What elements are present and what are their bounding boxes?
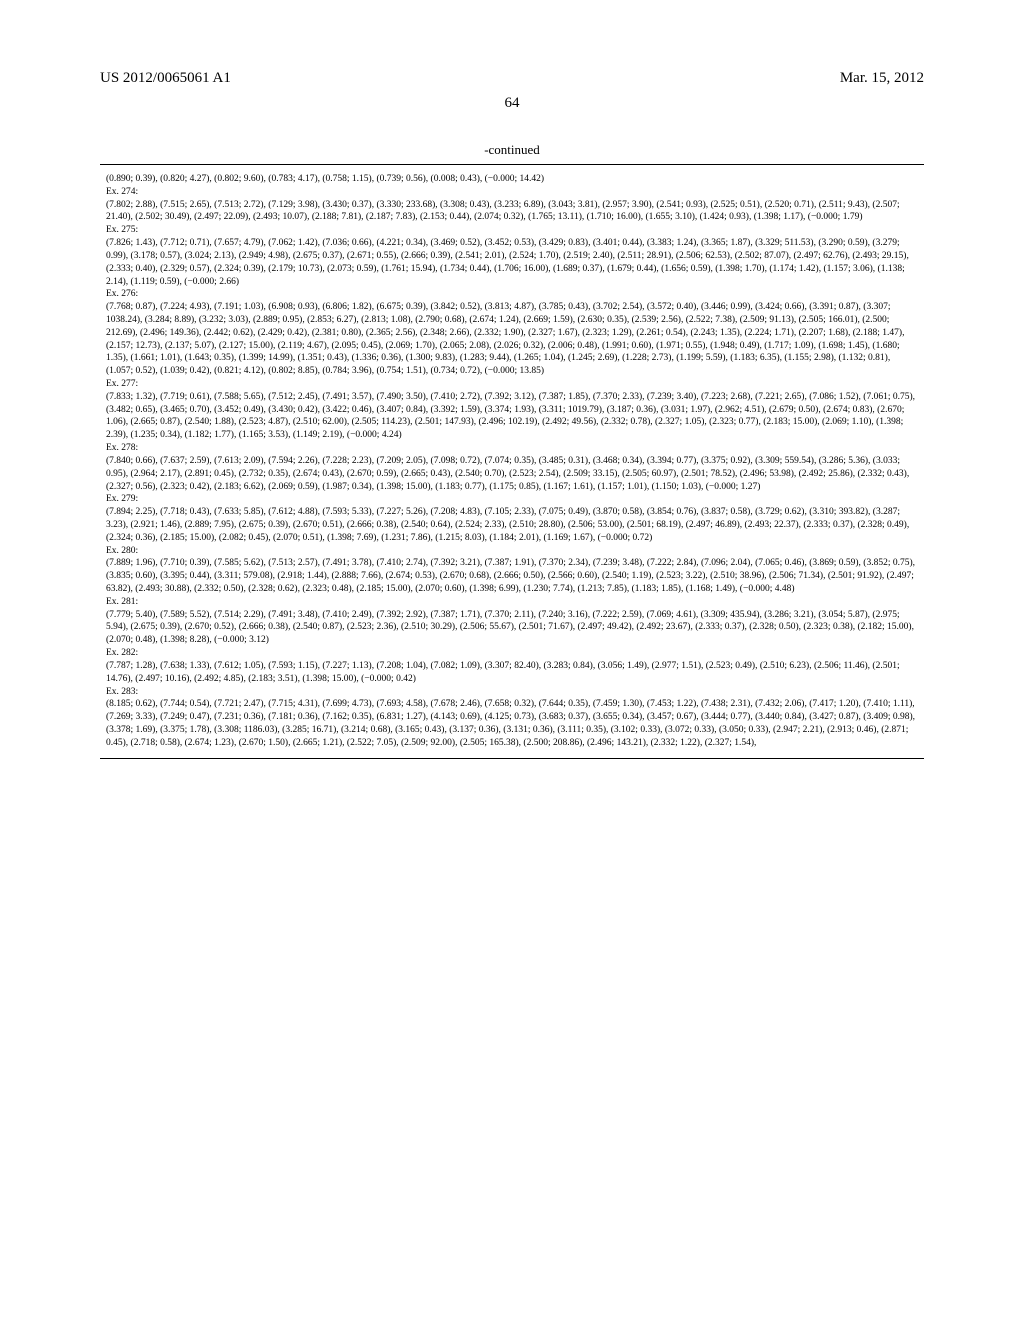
publication-date: Mar. 15, 2012 <box>840 70 924 87</box>
continued-label: -continued <box>100 142 924 158</box>
publication-number: US 2012/0065061 A1 <box>100 70 231 87</box>
page-number: 64 <box>100 95 924 112</box>
data-block: (0.890; 0.39), (0.820; 4.27), (0.802; 9.… <box>100 164 924 759</box>
